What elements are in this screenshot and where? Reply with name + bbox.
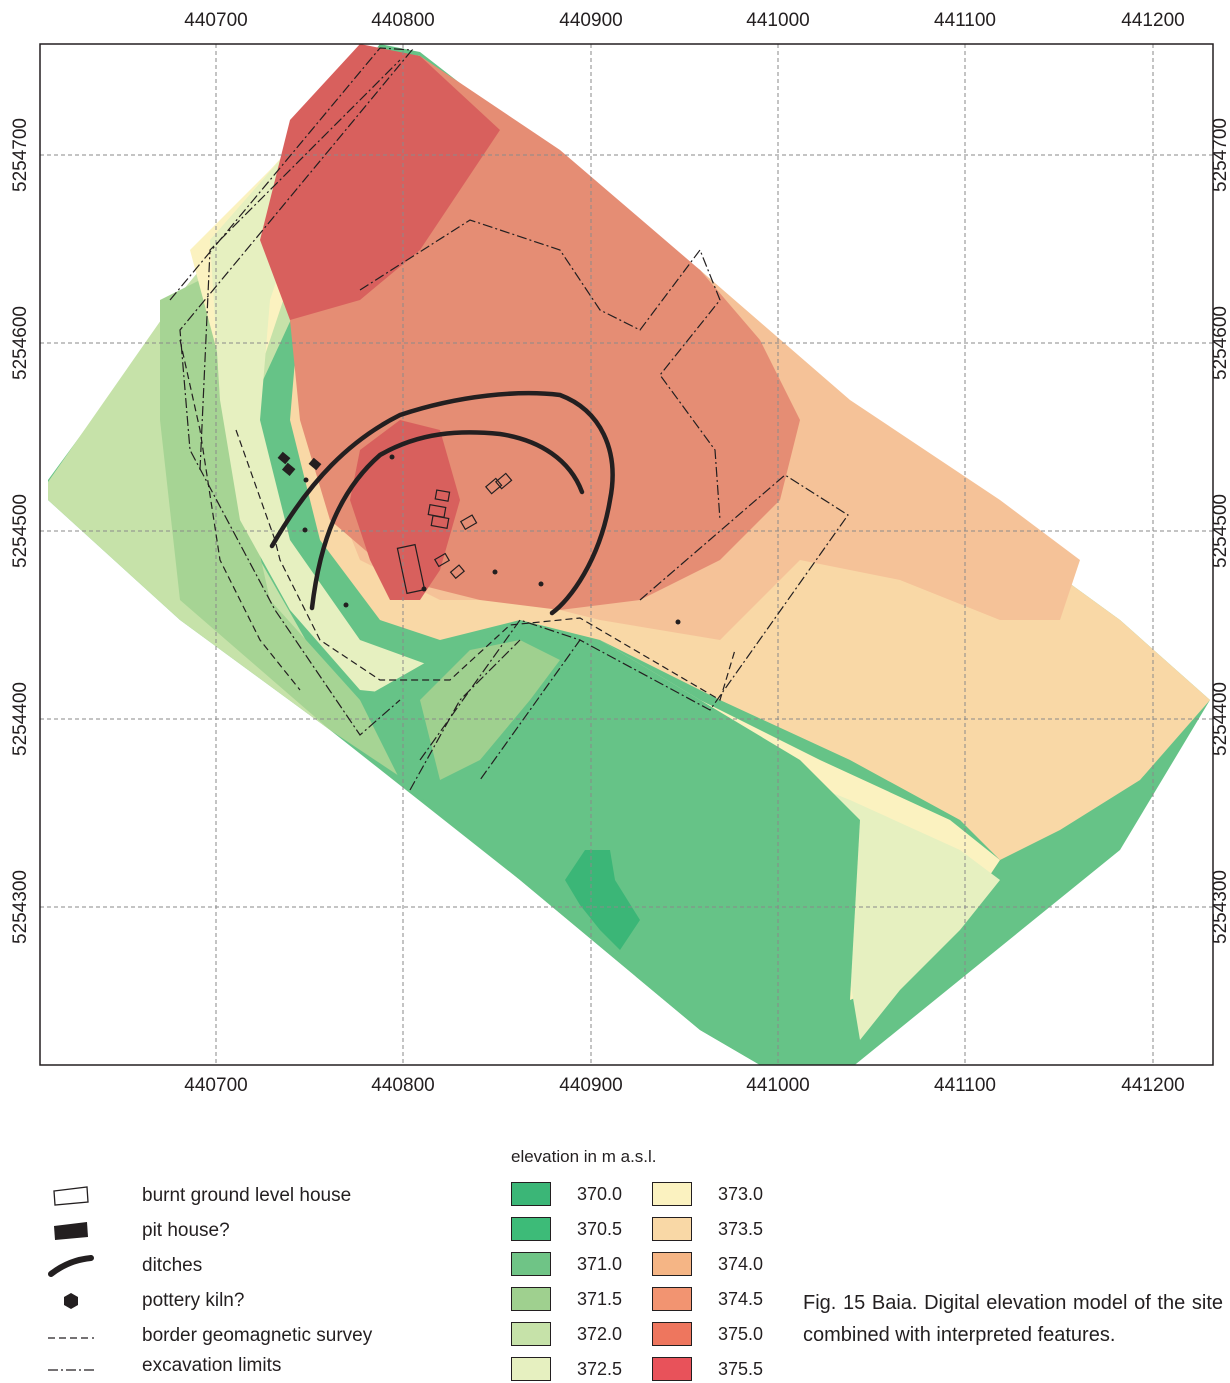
burnt-houses [396, 472, 513, 595]
elevation-swatch [511, 1357, 551, 1381]
elevation-class: 372.5 [511, 1355, 622, 1383]
geomagnetic-survey-border [179, 339, 736, 701]
elevation-class: 372.0 [511, 1320, 622, 1348]
elevation-value: 374.0 [718, 1253, 764, 1274]
legend-label: burnt ground level house [142, 1185, 352, 1206]
x-tick-top-2: 440800 [371, 10, 434, 31]
excavation-limit-symbol [40, 1353, 102, 1379]
x-tick-bottom-3: 440900 [559, 1075, 622, 1096]
pottery-kilns [302, 454, 681, 625]
elevation-class: 370.5 [511, 1215, 622, 1243]
legend-label: pit house? [142, 1220, 230, 1241]
legend-item-pit-house: pit house? [40, 1215, 230, 1247]
elevation-class: 373.0 [652, 1180, 763, 1208]
figure-caption: Fig. 15 Baia. Digital elevation model of… [803, 1292, 1223, 1346]
ditches [269, 390, 615, 616]
x-tick-top-6: 441200 [1121, 10, 1184, 31]
elevation-swatch [511, 1287, 551, 1311]
y-tick-labels-right: 5254700 5254600 5254500 5254400 5254300 [1210, 118, 1230, 944]
y-tick-right-3: 5254500 [1210, 494, 1230, 568]
elevation-value: 371.0 [577, 1253, 623, 1274]
pit-house-symbol [40, 1218, 102, 1244]
x-tick-top-3: 440900 [559, 10, 622, 31]
elevation-swatch [511, 1182, 551, 1206]
elevation-legend-title: elevation in m a.s.l. [511, 1147, 657, 1166]
kiln-symbol [40, 1288, 102, 1314]
ditch-symbol [40, 1253, 102, 1279]
legend-item-excavation-limits: excavation limits [40, 1350, 281, 1382]
pit-houses [277, 451, 322, 477]
x-tick-bottom-5: 441100 [934, 1075, 996, 1096]
elevation-swatch [511, 1322, 551, 1346]
elevation-class: 371.0 [511, 1250, 622, 1278]
y-tick-left-3: 5254500 [10, 494, 31, 568]
burnt-house-symbol [40, 1183, 102, 1209]
elevation-value: 370.5 [577, 1218, 623, 1239]
elevation-class: 374.0 [652, 1250, 763, 1278]
elevation-swatch [511, 1217, 551, 1241]
legend-item-survey-border: border geomagnetic survey [40, 1320, 372, 1352]
elevation-class: 375.0 [652, 1320, 763, 1348]
elevation-value: 375.5 [718, 1358, 764, 1379]
elevation-value: 373.5 [718, 1218, 764, 1239]
elevation-value: 373.0 [718, 1183, 764, 1204]
y-tick-left-5: 5254300 [10, 870, 31, 944]
x-tick-bottom-6: 441200 [1121, 1075, 1184, 1096]
elevation-swatch [652, 1252, 692, 1276]
legend-item-kiln: pottery kiln? [40, 1285, 244, 1317]
x-tick-top-1: 440700 [184, 10, 247, 31]
legend-label: pottery kiln? [142, 1290, 245, 1311]
x-tick-labels-top: 440700 440800 440900 441000 441100 44120… [184, 10, 1184, 31]
elevation-value: 371.5 [577, 1288, 623, 1309]
elevation-class: 373.5 [652, 1215, 763, 1243]
x-tick-bottom-1: 440700 [184, 1075, 247, 1096]
y-tick-left-4: 5254400 [10, 682, 31, 756]
legend-item-burnt-house: burnt ground level house [40, 1180, 351, 1212]
elevation-swatch [652, 1287, 692, 1311]
survey-border-symbol [40, 1323, 102, 1349]
legend-label: excavation limits [142, 1355, 282, 1376]
x-tick-bottom-2: 440800 [371, 1075, 434, 1096]
elevation-value: 372.5 [577, 1358, 623, 1379]
elevation-class: 370.0 [511, 1180, 622, 1208]
y-tick-right-1: 5254700 [1210, 118, 1230, 192]
legend-item-ditches: ditches [40, 1250, 202, 1282]
y-tick-right-5: 5254300 [1210, 870, 1230, 944]
elevation-class: 375.5 [652, 1355, 763, 1383]
grid-lines [40, 44, 1213, 1065]
y-tick-left-2: 5254600 [10, 306, 31, 380]
elevation-value: 372.0 [577, 1323, 623, 1344]
dem-raster [48, 44, 1210, 1065]
elevation-value: 374.5 [718, 1288, 764, 1309]
map-frame [39, 43, 1214, 1066]
elevation-swatch [652, 1322, 692, 1346]
elevation-value: 370.0 [577, 1183, 623, 1204]
legend-label: ditches [142, 1255, 203, 1276]
x-tick-labels-bottom: 440700 440800 440900 441000 441100 44120… [184, 1075, 1184, 1096]
elevation-swatch [652, 1357, 692, 1381]
elevation-swatch [652, 1182, 692, 1206]
elevation-class: 371.5 [511, 1285, 622, 1313]
y-tick-labels-left: 5254700 5254600 5254500 5254400 5254300 [10, 118, 31, 944]
elevation-value: 375.0 [718, 1323, 764, 1344]
y-tick-left-1: 5254700 [10, 118, 31, 192]
x-tick-top-5: 441100 [934, 10, 996, 31]
x-tick-bottom-4: 441000 [746, 1075, 809, 1096]
elevation-swatch [652, 1217, 692, 1241]
legend-label: border geomagnetic survey [142, 1325, 373, 1346]
elevation-swatch [511, 1252, 551, 1276]
excavation-limits [169, 47, 849, 791]
y-tick-right-4: 5254400 [1210, 682, 1230, 756]
y-tick-right-2: 5254600 [1210, 306, 1230, 380]
elevation-class: 374.5 [652, 1285, 763, 1313]
x-tick-top-4: 441000 [746, 10, 809, 31]
